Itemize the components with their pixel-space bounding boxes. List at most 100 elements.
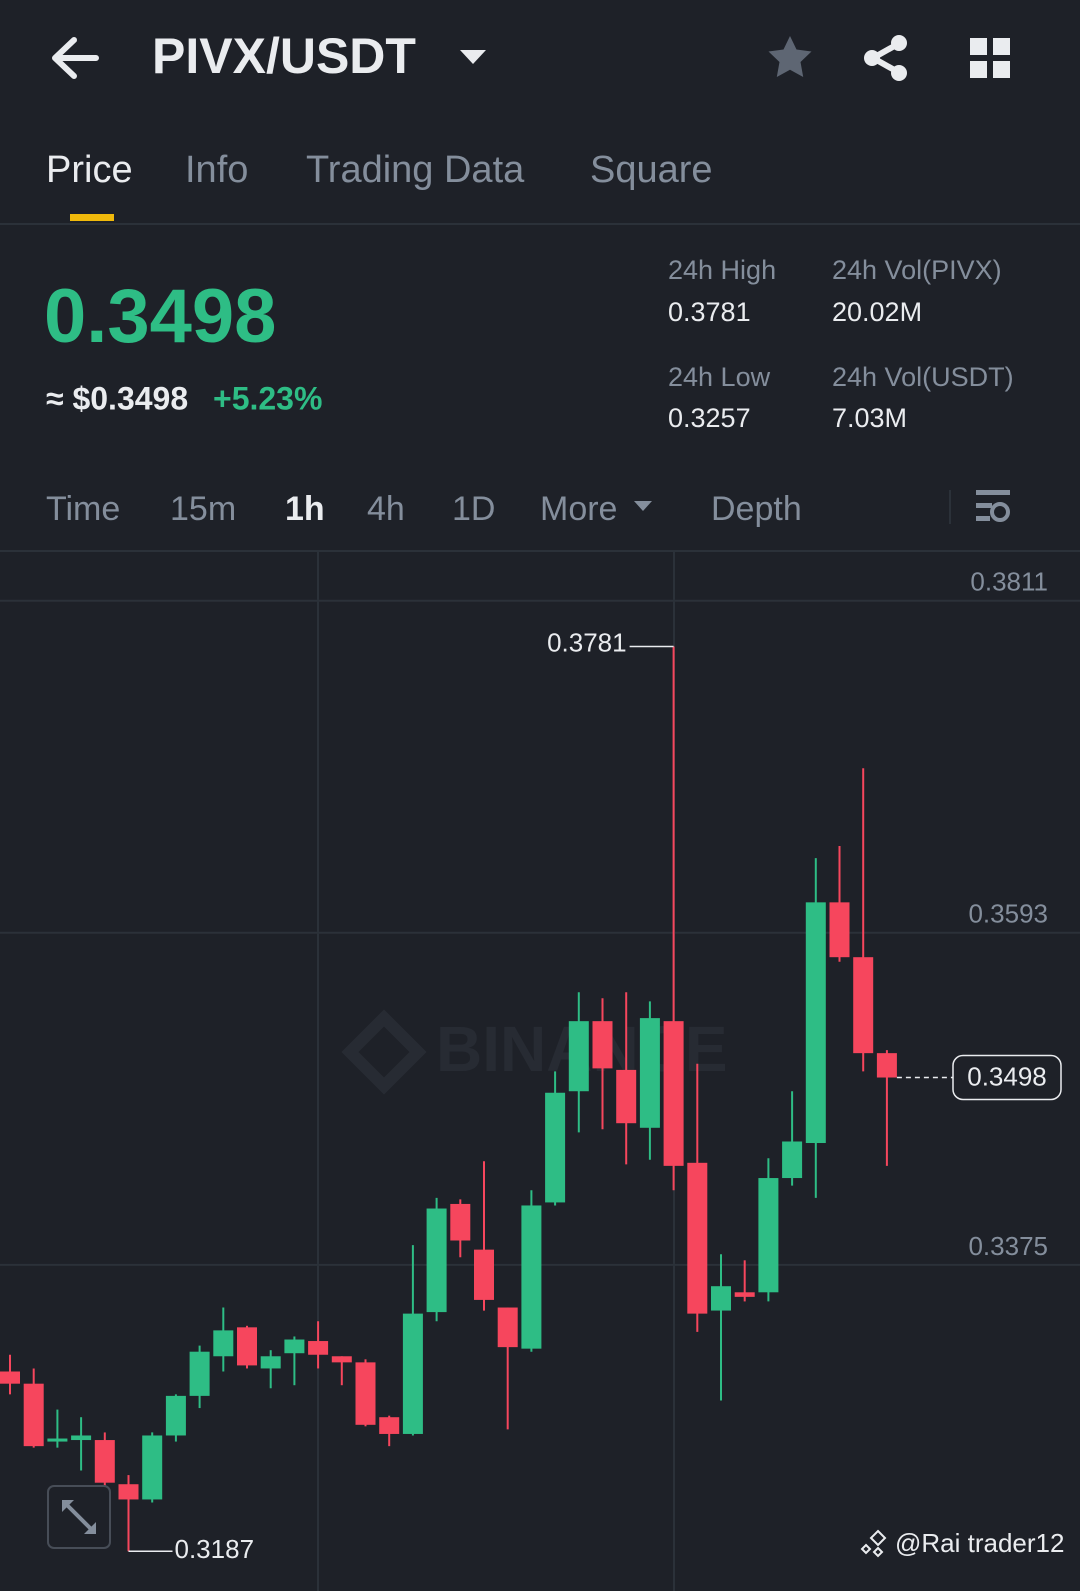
tab[interactable]: Info: [185, 149, 248, 191]
candle-body: [23, 1383, 44, 1447]
candle-body: [94, 1440, 115, 1483]
pair-dropdown[interactable]: [460, 50, 486, 64]
tab[interactable]: Price: [46, 149, 133, 191]
share-dot: [891, 65, 907, 81]
candle-body: [142, 1435, 163, 1500]
stat-value: 0.3781: [668, 297, 751, 327]
interval[interactable]: More: [540, 490, 617, 528]
usd-price: ≈ $0.3498: [46, 380, 188, 416]
layout-square: [970, 38, 987, 55]
settings-bar: [976, 503, 992, 508]
divider: [949, 490, 951, 524]
interval[interactable]: 1D: [452, 490, 495, 528]
candle-body: [331, 1356, 352, 1363]
y-tick-label: 0.3375: [968, 1231, 1048, 1261]
stat-label: 24h Low: [668, 362, 771, 392]
stat-label: 24h High: [668, 255, 776, 285]
candle-body: [711, 1286, 731, 1311]
chart-settings[interactable]: [976, 490, 1010, 522]
last-price: 0.3498: [44, 274, 276, 359]
layout-square: [993, 61, 1010, 78]
credit: @Rai trader12: [895, 1528, 1064, 1558]
candle-body: [379, 1417, 400, 1434]
candle-body: [165, 1395, 186, 1436]
candle-body: [734, 1292, 755, 1297]
back-button[interactable]: [52, 37, 99, 79]
expand-icon: [64, 1502, 94, 1532]
candle-body: [426, 1208, 447, 1313]
stat-value: 20.02M: [832, 297, 922, 327]
layout-square: [993, 38, 1010, 55]
y-tick-label: 0.3811: [970, 567, 1048, 597]
candle-body: [616, 1069, 637, 1124]
interval[interactable]: 15m: [170, 490, 236, 528]
candle-body: [545, 1092, 566, 1203]
divider: [0, 550, 1080, 552]
back-arrow: [52, 37, 99, 79]
price-change: +5.23%: [213, 380, 322, 416]
stat-value: 0.3257: [668, 403, 751, 433]
expand-icon: [62, 1500, 96, 1534]
candle-body: [639, 1018, 660, 1128]
candle-body: [402, 1313, 423, 1434]
candle-body: [308, 1341, 329, 1355]
candle-body: [663, 1021, 684, 1166]
candle-body: [568, 1021, 589, 1092]
candle-body: [853, 957, 874, 1054]
pair-title[interactable]: PIVX/USDT: [152, 28, 416, 84]
candle-body: [876, 1053, 897, 1078]
last-price-label: 0.3498: [967, 1061, 1047, 1091]
candle-body: [687, 1162, 708, 1314]
expand-button[interactable]: [47, 1485, 111, 1549]
candle-body: [782, 1141, 803, 1179]
tab[interactable]: Trading Data: [306, 149, 525, 191]
y-tick-label: 0.3593: [968, 899, 1048, 929]
divider: [0, 223, 1080, 225]
share-button[interactable]: [864, 35, 907, 81]
candle-body: [47, 1438, 68, 1442]
last-price-box: [952, 1054, 1062, 1101]
interval[interactable]: Depth: [711, 490, 802, 528]
candle-body: [355, 1362, 376, 1425]
low-marker-label: 0.3187: [175, 1534, 255, 1564]
credit-logo: [860, 1529, 887, 1558]
candle-body: [497, 1307, 518, 1348]
tab-indicator: [70, 214, 114, 221]
candle-body: [521, 1205, 542, 1349]
more-dropdown[interactable]: [634, 501, 652, 511]
candle-body: [284, 1339, 305, 1354]
candle-body: [118, 1484, 139, 1500]
candle-body: [260, 1356, 281, 1369]
candle-body: [805, 902, 826, 1144]
candle-body: [758, 1178, 779, 1293]
candle-body: [71, 1435, 92, 1441]
candle-body: [592, 1021, 613, 1069]
candle-body: [474, 1249, 494, 1300]
candle-body: [829, 902, 850, 958]
share-dot: [891, 35, 907, 51]
candle-body: [450, 1203, 471, 1241]
stat-label: 24h Vol(PIVX): [832, 255, 1002, 285]
settings-gear: [990, 502, 1010, 522]
interval[interactable]: 1h: [285, 490, 325, 528]
stat-value: 7.03M: [832, 403, 907, 433]
stat-label: 24h Vol(USDT): [832, 362, 1014, 392]
settings-bar: [976, 516, 990, 521]
candle-body: [0, 1371, 20, 1384]
candle-body: [189, 1351, 210, 1396]
interval[interactable]: 4h: [367, 490, 405, 528]
settings-bar: [976, 490, 1010, 495]
candlestick-chart: BINANCE0.38110.35930.33750.37810.31870.3…: [0, 567, 1080, 1564]
interval[interactable]: Time: [46, 490, 120, 528]
candle-body: [237, 1327, 257, 1366]
expand-frame: [47, 1485, 111, 1549]
watermark-logo: [341, 1009, 427, 1095]
share-dot: [864, 50, 880, 66]
tab[interactable]: Square: [590, 149, 713, 191]
candle-body: [213, 1330, 234, 1357]
layout-square: [970, 61, 987, 78]
favorite-star[interactable]: [768, 36, 812, 77]
layout-button[interactable]: [970, 38, 1010, 78]
